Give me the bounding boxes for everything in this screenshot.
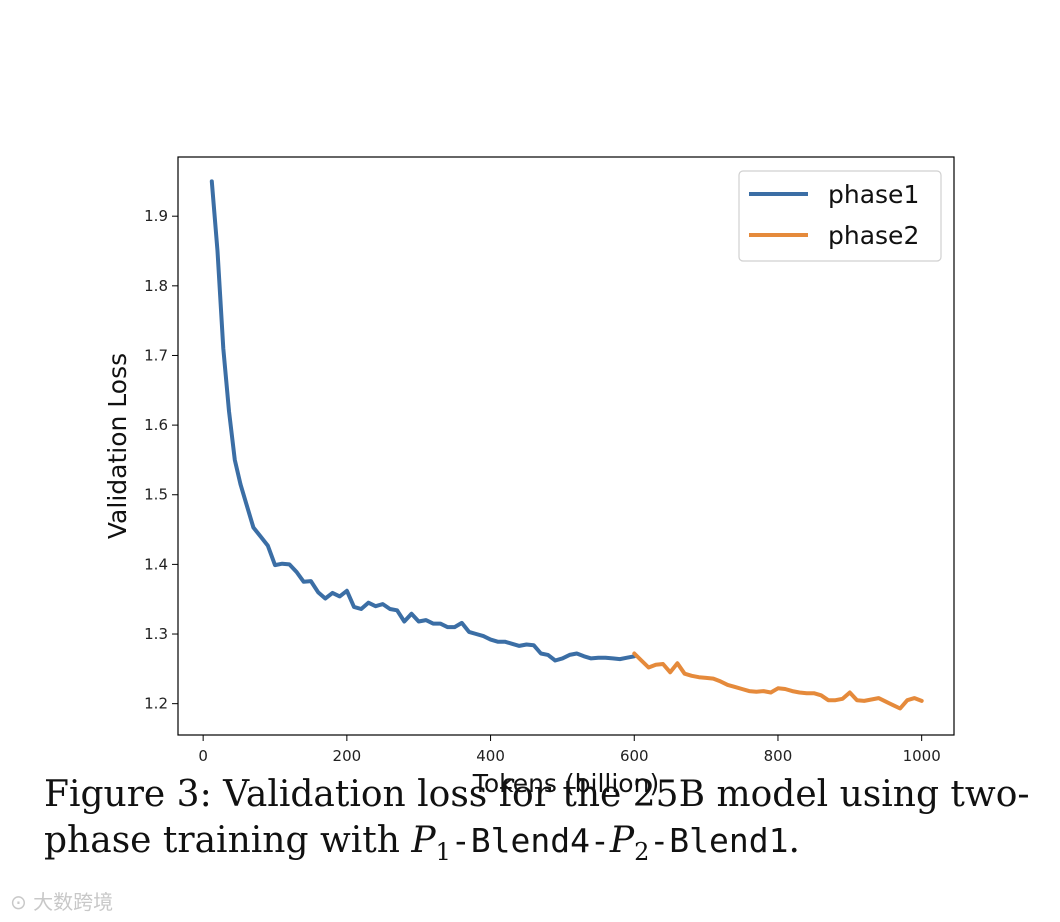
y-axis: 1.2 1.3 1.4 1.5 1.6 1.7 1.8 1.9 — [144, 207, 178, 713]
y-tick-label: 1.9 — [144, 207, 168, 225]
y-axis-label: Validation Loss — [103, 353, 132, 539]
x-tick-label: 1000 — [903, 747, 941, 765]
series-line-phase1 — [209, 179, 637, 663]
x-tick-label: 800 — [764, 747, 793, 765]
y-tick-label: 1.6 — [144, 416, 168, 434]
blend4-code: Blend4 — [470, 821, 590, 860]
caption-suffix: . — [788, 820, 800, 861]
legend-label-phase1: phase1 — [828, 180, 919, 209]
y-tick-label: 1.3 — [144, 625, 168, 643]
p1-symbol: P — [411, 820, 436, 861]
x-axis-label: Tokens (billion) — [472, 769, 659, 798]
x-axis: 0 200 400 600 800 1000 — [198, 735, 941, 765]
p1-subscript: 1 — [435, 838, 451, 867]
x-tick-label: 400 — [476, 747, 505, 765]
figure-caption: Figure 3: Validation loss for the 25B mo… — [44, 772, 1034, 875]
y-tick-label: 1.2 — [144, 695, 168, 713]
caption-prefix: Figure 3: Validation loss for the 25B mo… — [44, 774, 1030, 861]
x-tick-label: 600 — [620, 747, 649, 765]
blend1-code: Blend1 — [669, 821, 789, 860]
p2-subscript: 2 — [634, 838, 650, 867]
p2-symbol: P — [609, 820, 635, 861]
watermark-logo: ⊙ 大数跨境 — [10, 886, 113, 915]
y-tick-label: 1.7 — [144, 346, 168, 364]
series-layer — [209, 179, 924, 711]
caption-sep-2: - — [589, 821, 610, 860]
y-tick-label: 1.5 — [144, 486, 168, 504]
watermark-text: 大数跨境 — [33, 890, 114, 914]
series-line-phase2 — [632, 651, 924, 711]
y-tick-label: 1.8 — [144, 277, 168, 295]
caption-sep-1: - — [450, 821, 471, 860]
legend: phase1 phase2 — [738, 170, 942, 262]
legend-label-phase2: phase2 — [828, 221, 919, 250]
y-tick-label: 1.4 — [144, 555, 168, 573]
watermark-icon: ⊙ — [10, 890, 27, 914]
caption-sep-3: - — [649, 821, 670, 860]
x-tick-label: 0 — [198, 747, 208, 765]
x-tick-label: 200 — [333, 747, 362, 765]
